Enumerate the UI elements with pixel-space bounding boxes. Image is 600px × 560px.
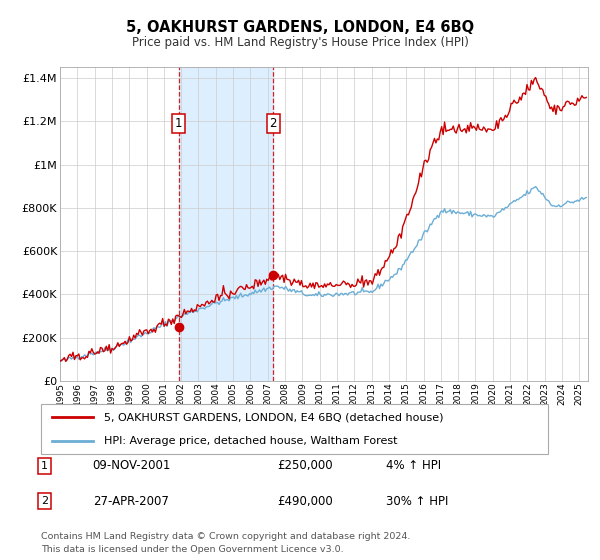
Text: HPI: Average price, detached house, Waltham Forest: HPI: Average price, detached house, Walt… — [104, 436, 398, 446]
Text: Price paid vs. HM Land Registry's House Price Index (HPI): Price paid vs. HM Land Registry's House … — [131, 36, 469, 49]
Text: 09-NOV-2001: 09-NOV-2001 — [92, 459, 171, 473]
FancyBboxPatch shape — [41, 404, 548, 454]
Bar — [179, 67, 273, 381]
Text: 5, OAKHURST GARDENS, LONDON, E4 6BQ (detached house): 5, OAKHURST GARDENS, LONDON, E4 6BQ (det… — [104, 412, 443, 422]
Text: 1: 1 — [41, 461, 48, 471]
Text: £250,000: £250,000 — [277, 459, 332, 473]
Text: 2: 2 — [269, 117, 277, 130]
Text: £490,000: £490,000 — [277, 494, 333, 508]
Text: 27-APR-2007: 27-APR-2007 — [92, 494, 169, 508]
Text: 30% ↑ HPI: 30% ↑ HPI — [386, 494, 449, 508]
Text: 2: 2 — [41, 496, 48, 506]
Text: 5, OAKHURST GARDENS, LONDON, E4 6BQ: 5, OAKHURST GARDENS, LONDON, E4 6BQ — [126, 20, 474, 35]
Text: 1: 1 — [175, 117, 182, 130]
Text: Contains HM Land Registry data © Crown copyright and database right 2024.
This d: Contains HM Land Registry data © Crown c… — [41, 532, 410, 554]
Text: 4% ↑ HPI: 4% ↑ HPI — [386, 459, 442, 473]
